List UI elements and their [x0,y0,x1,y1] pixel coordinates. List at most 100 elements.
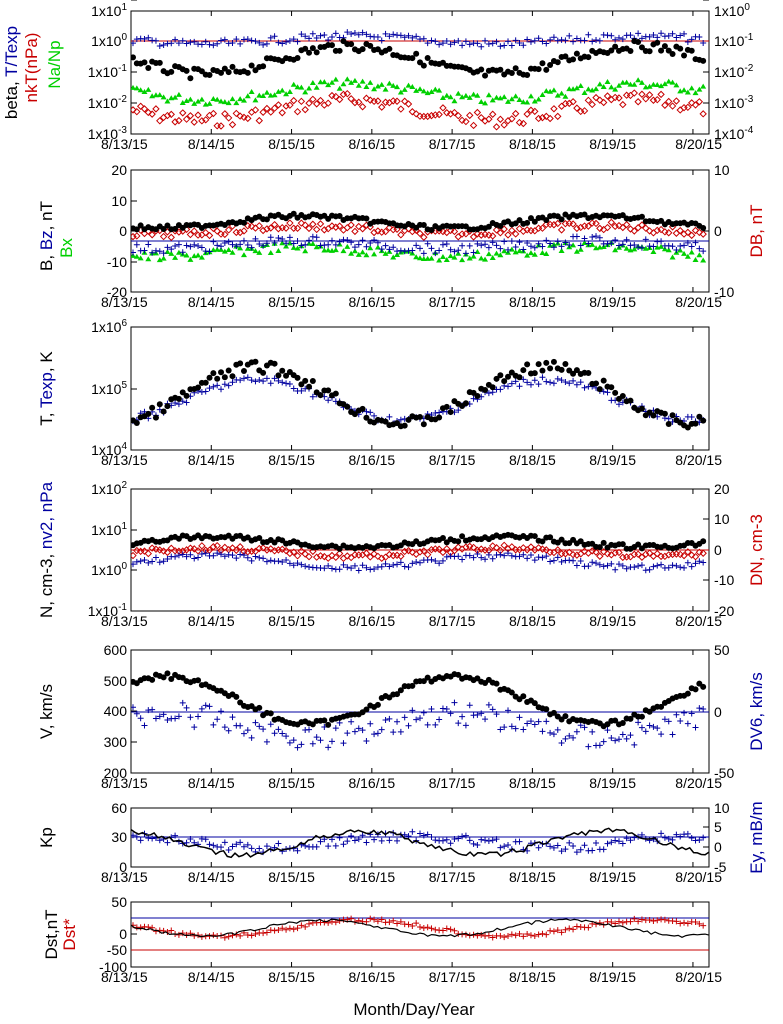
t-texp-point [355,31,362,38]
na-np-point [554,92,561,98]
t-point [271,360,278,367]
t-texp-point [382,30,389,37]
nkt-point [290,96,298,105]
bz-point [401,248,408,255]
nkt-point [554,112,562,121]
nkt-point [588,100,596,109]
nv2-point [195,554,202,561]
t-texp-point [485,40,492,47]
dv6-point [543,718,550,725]
t-point [550,358,557,365]
dst-star-point [405,921,412,928]
beta-point [681,52,688,59]
na-np-point [661,81,668,87]
na-np-point [596,81,603,87]
t-point [665,421,672,428]
t-texp-point [524,36,531,43]
na-np-point [164,98,171,104]
t-texp-point [202,38,209,45]
na-np-point [420,88,427,94]
t-texp-point [283,39,290,46]
beta-point [669,50,676,57]
t-texp-point [508,42,515,49]
nkt-point [691,101,700,109]
beta-point [218,69,225,76]
na-np-point [681,87,688,93]
nkt-point [515,118,524,127]
b-point [420,221,427,228]
t-point [612,389,619,396]
dst-star-point [505,932,512,939]
t-point [164,403,171,410]
na-np-point [535,96,542,102]
dv6-point [482,716,489,723]
nv2-point [172,553,179,560]
texp-point [562,378,569,385]
nv2-point [179,551,186,558]
nv2-point [635,562,642,569]
y-tick-label: 200 [104,765,128,781]
beta-point [302,45,309,52]
dst-star-point [619,919,626,926]
dst-star-point [237,932,244,939]
dv6-point [133,710,140,717]
texp-point [298,387,305,394]
y-tick-label: 1x102 [91,480,127,497]
y2-tick-label: 50 [714,642,730,658]
dv6-point [615,736,622,743]
dv6-point [512,725,519,732]
na-np-point [474,92,481,98]
dst-star-point [267,927,274,934]
t-point [638,405,645,412]
dn-point [580,547,589,555]
dn-point [309,547,317,556]
nkt-point [599,98,608,107]
t-point [669,412,676,419]
y-tick-label: 1x100 [91,561,127,578]
ey-point [619,840,626,847]
t-point [175,395,182,402]
beta-point [306,49,313,56]
bz-point [623,236,630,243]
na-np-point [386,80,393,86]
dn-point [267,545,275,553]
nv2-point [355,567,362,574]
na-np-point [371,86,378,92]
nkt-point [649,96,658,104]
db-point [653,226,661,235]
dst-star-point [424,924,431,931]
t-texp-point [432,38,439,45]
nv2-point [275,558,282,565]
dst-star-point [527,932,534,939]
db-point [381,227,390,236]
bz-point [581,235,588,242]
dv6-point [394,718,401,725]
t-texp-point [543,40,550,47]
beta-point [535,66,542,73]
dv6-point [654,725,661,732]
bz-point [554,238,561,245]
texp-point [260,378,267,385]
db-point [301,221,309,229]
nv2-point [413,558,420,565]
db-point [626,225,635,233]
bx-point [290,244,297,250]
ey-point [623,835,630,842]
na-np-point [367,79,374,85]
na-np-point [585,86,592,92]
texp-point [275,377,282,384]
ey-point [229,843,236,850]
db-point [131,232,137,241]
y-tick-label: 1x101 [91,521,127,538]
bx-point [267,249,274,255]
dv6-point [378,726,385,733]
dn-point [645,549,654,557]
dst-star-point [516,930,523,937]
na-np-point [654,81,661,87]
nkt-point [182,115,191,123]
na-np-point [562,93,569,99]
dv6-point [183,704,190,711]
dv6-point [202,702,209,709]
t-point [585,369,592,376]
nv2-point [535,554,542,561]
